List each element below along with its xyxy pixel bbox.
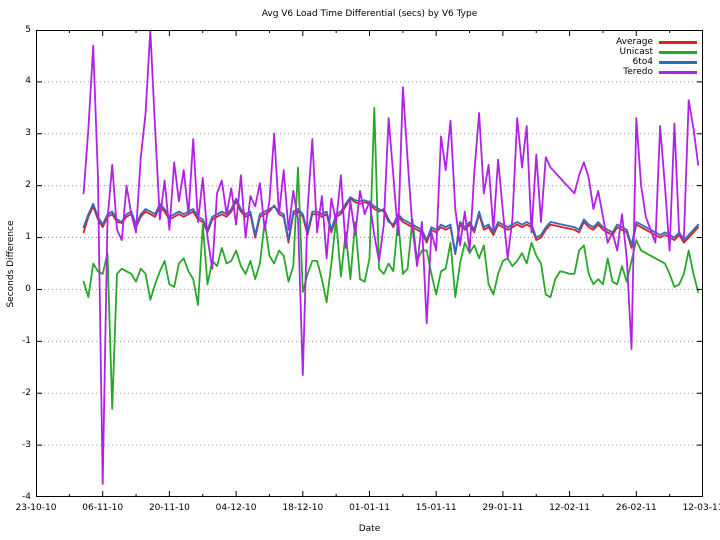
y-tick-label: 4 (25, 76, 31, 87)
x-tick-label: 12-02-11 (549, 503, 591, 513)
x-tick-label: 26-02-11 (615, 503, 657, 513)
legend-line-sample (659, 50, 697, 54)
y-tick-label: 0 (25, 283, 31, 294)
y-tick-label: -3 (22, 439, 31, 450)
legend: Average Unicast 6to4 Teredo (616, 37, 697, 77)
series-line-6to4 (82, 196, 700, 254)
y-tick-label: 1 (25, 232, 31, 243)
y-tick-label: -2 (22, 387, 31, 398)
legend-item-average: Average (616, 37, 697, 47)
legend-item-6to4: 6to4 (616, 57, 697, 67)
y-tick-label: -1 (22, 335, 31, 346)
x-tick-label: 12-03-11 (682, 503, 720, 513)
legend-item-unicast: Unicast (616, 47, 697, 57)
y-tick-label: 3 (25, 128, 31, 139)
x-tick-label: 23-10-10 (15, 503, 57, 513)
x-tick-label: 15-01-11 (415, 503, 457, 513)
legend-label: Average (616, 37, 653, 47)
legend-item-teredo: Teredo (616, 67, 697, 77)
legend-label: Teredo (623, 67, 653, 77)
series-line-average (82, 197, 700, 256)
x-tick-label: 04-12-10 (215, 503, 257, 513)
legend-line-sample (659, 40, 697, 44)
legend-label: Unicast (619, 47, 653, 57)
x-tick-label: 18-12-10 (282, 503, 324, 513)
x-tick-label: 20-11-10 (148, 503, 190, 513)
x-tick-label: 01-01-11 (349, 503, 390, 513)
y-tick-label: -4 (22, 491, 31, 502)
legend-label: 6to4 (632, 57, 654, 67)
series-line-teredo (82, 30, 700, 485)
x-tick-label: 06-11-10 (82, 503, 124, 513)
x-axis-label: Date (358, 524, 381, 534)
series-line-unicast (82, 106, 700, 410)
plot-border (36, 30, 703, 497)
chart-title: Avg V6 Load Time Differential (secs) by … (261, 9, 478, 19)
y-tick-label: 5 (25, 24, 31, 35)
legend-line-sample (659, 70, 697, 74)
plot-area (36, 30, 703, 497)
legend-line-sample (659, 60, 697, 64)
y-tick-label: 2 (25, 180, 31, 191)
x-tick-label: 29-01-11 (482, 503, 524, 513)
